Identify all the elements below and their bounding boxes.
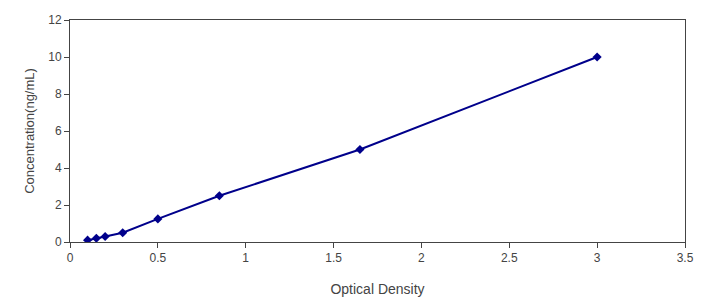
svg-text:10: 10 (48, 50, 62, 64)
svg-text:4: 4 (55, 161, 62, 175)
svg-text:12: 12 (48, 13, 62, 27)
svg-text:6: 6 (55, 124, 62, 138)
svg-text:2: 2 (418, 251, 425, 265)
svg-text:2.5: 2.5 (501, 251, 518, 265)
svg-text:8: 8 (55, 87, 62, 101)
svg-text:2: 2 (55, 198, 62, 212)
svg-text:Optical Density: Optical Density (330, 281, 424, 297)
svg-text:0: 0 (67, 251, 74, 265)
svg-text:0: 0 (55, 235, 62, 249)
svg-text:0.5: 0.5 (150, 251, 167, 265)
svg-text:3: 3 (594, 251, 601, 265)
svg-text:3.5: 3.5 (677, 251, 694, 265)
svg-text:1: 1 (242, 251, 249, 265)
svg-text:1.5: 1.5 (325, 251, 342, 265)
svg-text:Concentration(ng/mL): Concentration(ng/mL) (22, 68, 37, 194)
